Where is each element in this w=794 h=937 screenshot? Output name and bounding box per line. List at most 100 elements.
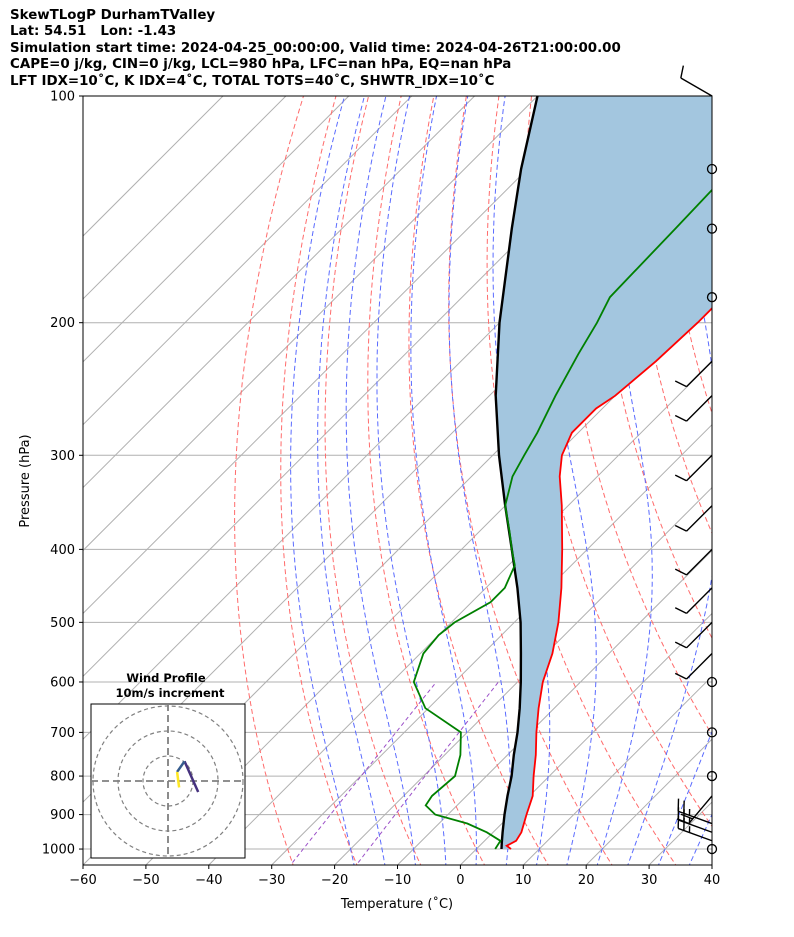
time-line: Simulation start time: 2024-04-25_00:00:… (10, 40, 621, 56)
wind-barb (676, 795, 713, 825)
x-tick-label: −60 (69, 873, 96, 888)
wind-barb-flag (674, 672, 687, 680)
isotherm-line (83, 96, 538, 552)
wind-barb-flag (674, 641, 687, 649)
wind-barb (677, 798, 713, 825)
moist-adiabat (345, 96, 416, 865)
hodograph-segment (183, 760, 200, 793)
wind-barb-staff (686, 505, 713, 532)
dewpoint-line (412, 188, 712, 850)
isotherm-line (711, 864, 712, 865)
x-tick-label: 40 (704, 873, 721, 888)
wind-barb-calm (706, 292, 718, 303)
inset-subtitle: 10m/s increment (116, 686, 225, 700)
dry-adiabat (628, 96, 712, 535)
isotherm-line (271, 423, 712, 865)
wind-barb-flag (674, 474, 687, 482)
x-tick-label: 0 (456, 873, 464, 888)
wind-barb (674, 621, 713, 649)
wind-barb (674, 454, 713, 482)
wind-barb-flag (674, 524, 687, 532)
mixing-ratio-line (289, 681, 437, 865)
cape-line: CAPE=0 j/kg, CIN=0 j/kg, LCL=980 hPa, LF… (10, 57, 512, 73)
wind-barb-flag (674, 607, 687, 614)
moist-adiabat (410, 96, 477, 865)
wind-barb-staff (686, 621, 713, 649)
isotherm-line (460, 612, 712, 865)
wind-barb-flag (676, 818, 690, 825)
chart-header: SkewTLogP DurhamTValley Lat: 54.51 Lon: … (10, 8, 621, 90)
chart-title: SkewTLogP DurhamTValley (10, 8, 216, 23)
wind-profile-inset: Wind Profile 10m/s increment (90, 671, 246, 859)
isotherm-line (83, 96, 287, 300)
wind-barb-staff (680, 77, 713, 97)
isotherm-line (83, 96, 413, 426)
y-tick-label: 100 (50, 90, 75, 105)
hodograph-segment (175, 771, 181, 788)
dry-adiabat (727, 96, 794, 868)
wind-barb-staff (686, 587, 713, 614)
moist-adiabat (317, 96, 386, 865)
moist-adiabat (376, 96, 447, 865)
isotherm-line (775, 96, 794, 865)
wind-barb (680, 65, 713, 97)
temperature-line (505, 307, 712, 850)
isotherm-line (83, 96, 475, 489)
x-tick-label: −10 (384, 873, 411, 888)
y-tick-label: 200 (50, 316, 75, 331)
isotherm-line (208, 361, 712, 865)
y-tick-label: 700 (50, 726, 75, 741)
wind-barb-staff (686, 454, 713, 482)
wind-barb-calm (706, 843, 718, 855)
wind-barb (674, 587, 713, 614)
x-tick-label: 20 (578, 873, 595, 888)
wind-barb-staff (686, 395, 713, 422)
y-tick-label: 900 (50, 808, 75, 823)
dry-adiabat (661, 96, 712, 415)
x-axis-label: Temperature (˚C) (340, 896, 453, 912)
isotherm-line (334, 486, 712, 865)
wind-barb-staff (686, 548, 713, 576)
moist-adiabat (290, 96, 355, 865)
index-line: LFT IDX=10˚C, K IDX=4˚C, TOTAL TOTS=40˚C… (10, 73, 495, 89)
y-tick-label: 300 (50, 449, 75, 464)
wind-barb-calm (706, 676, 718, 688)
y-tick-label: 500 (50, 616, 75, 631)
wind-barb-flag (674, 568, 687, 576)
isotherm-line (83, 96, 601, 615)
wind-barb-staff (686, 653, 713, 680)
x-tick-label: 10 (515, 873, 532, 888)
dry-adiabat (280, 96, 358, 865)
isotherm-line (83, 96, 350, 363)
wind-barb-flag (680, 65, 685, 79)
dry-adiabat (760, 96, 794, 868)
wind-barb (674, 395, 713, 422)
x-tick-label: −20 (321, 873, 348, 888)
hodograph-segment (176, 760, 186, 773)
y-axis-label: Pressure (hPa) (18, 434, 33, 527)
x-tick-label: −40 (195, 873, 222, 888)
isotherm-line (522, 675, 712, 865)
wind-barb (674, 548, 713, 576)
wind-barb-flag (674, 414, 687, 422)
parcel-profile-line (494, 96, 539, 850)
wind-barb-staff (686, 360, 713, 388)
wind-barb-flag (674, 380, 687, 388)
y-tick-label: 1000 (42, 843, 75, 858)
cin-shading (495, 96, 712, 849)
moist-adiabat (596, 96, 653, 865)
wind-barb-calm (706, 727, 718, 738)
dry-adiabat (324, 96, 422, 865)
dry-adiabat (234, 96, 304, 865)
inset-title: Wind Profile (126, 671, 206, 685)
y-tick-label: 800 (50, 770, 75, 785)
wind-barb (674, 360, 713, 388)
wind-barb (674, 505, 713, 532)
wind-barb-flag (680, 813, 693, 820)
x-tick-label: 30 (641, 873, 658, 888)
dry-adiabat (367, 96, 486, 865)
wind-barb-calm (706, 223, 718, 234)
y-tick-label: 600 (50, 675, 75, 690)
location-line: Lat: 54.51 Lon: -1.43 (10, 24, 177, 40)
